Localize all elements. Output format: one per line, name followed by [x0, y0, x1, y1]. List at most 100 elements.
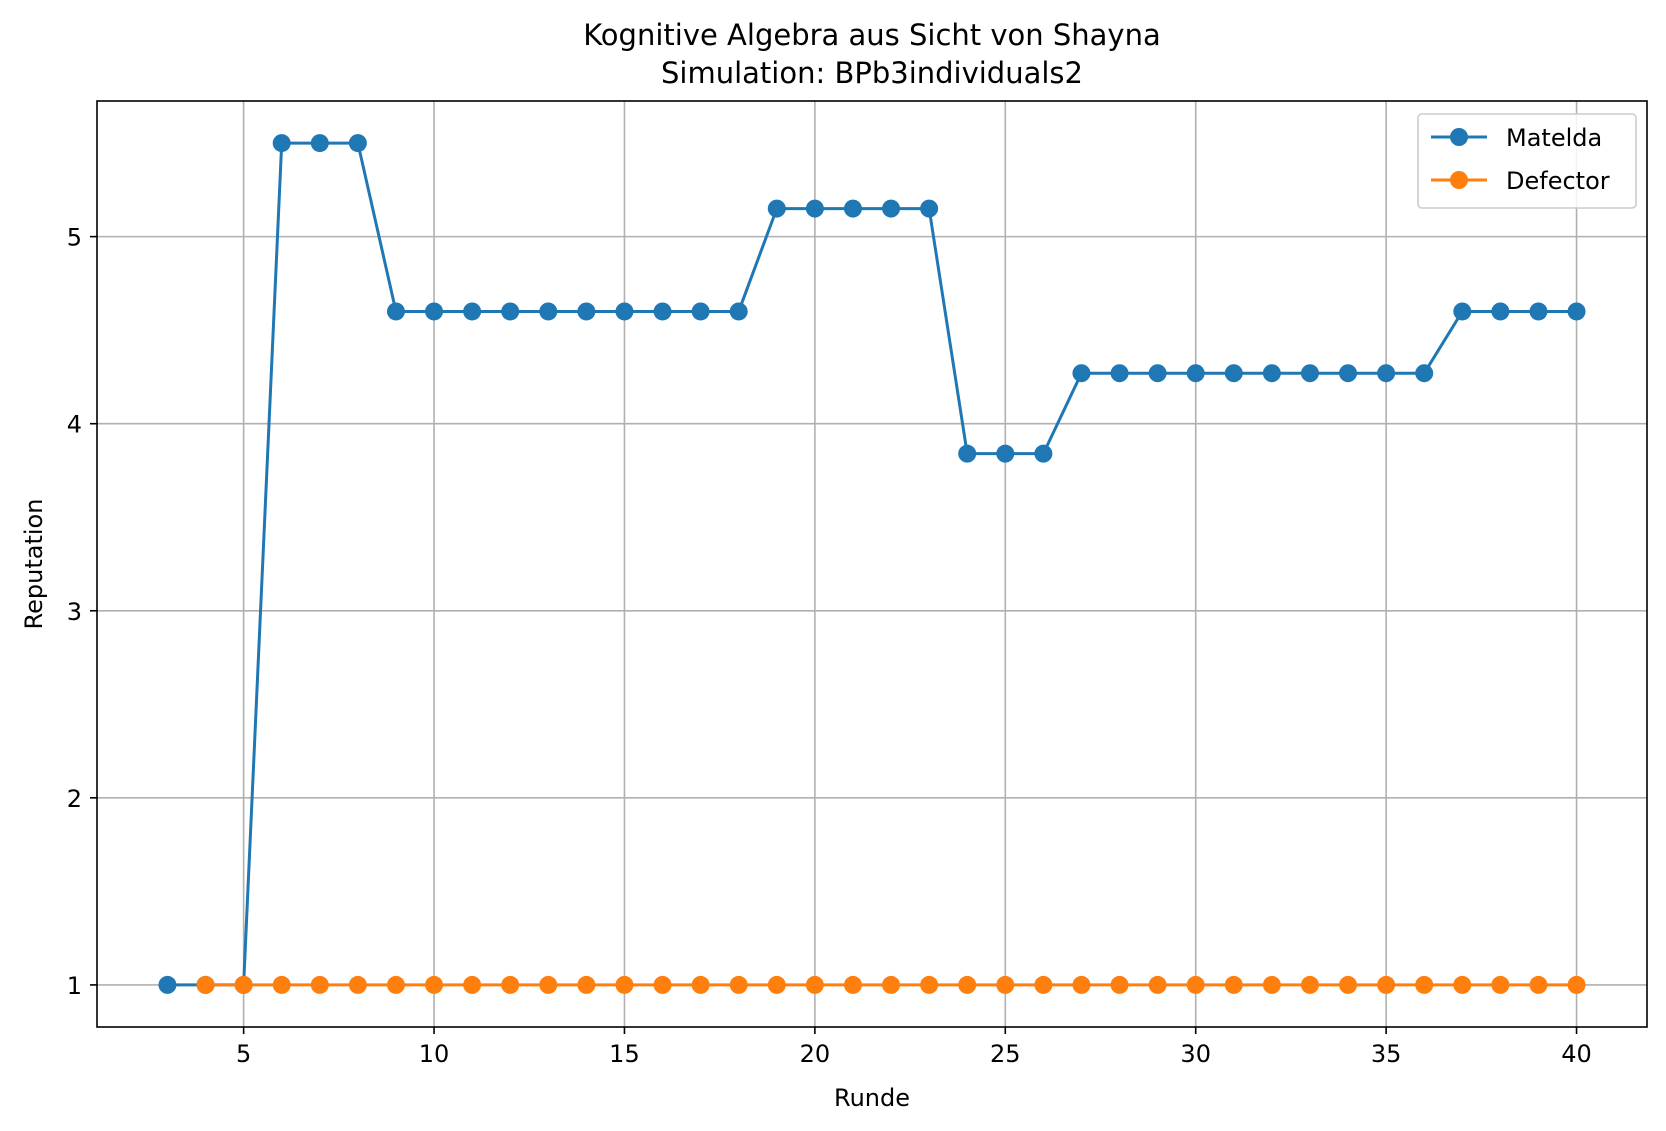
data-point-matelda	[577, 302, 596, 321]
data-point-defector	[425, 975, 444, 994]
data-point-matelda	[1034, 444, 1053, 463]
x-tick-label: 35	[1371, 1040, 1402, 1068]
y-axis-label: Reputation	[20, 499, 48, 630]
data-point-matelda	[501, 302, 520, 321]
data-point-defector	[1300, 975, 1319, 994]
data-point-matelda	[539, 302, 558, 321]
data-point-matelda	[1529, 302, 1548, 321]
data-point-matelda	[348, 134, 367, 153]
data-point-defector	[1262, 975, 1281, 994]
series-layer	[158, 134, 1586, 994]
data-point-matelda	[425, 302, 444, 321]
series-matelda	[158, 134, 1586, 994]
data-point-defector	[958, 975, 977, 994]
data-point-matelda	[615, 302, 634, 321]
data-point-matelda	[843, 199, 862, 218]
data-point-defector	[348, 975, 367, 994]
data-point-matelda	[882, 199, 901, 218]
data-point-defector	[1034, 975, 1053, 994]
data-point-defector	[1567, 975, 1586, 994]
data-point-defector	[272, 975, 291, 994]
plot-frame	[96, 100, 1648, 1028]
data-point-matelda	[158, 975, 177, 994]
data-point-matelda	[805, 199, 824, 218]
data-point-matelda	[1567, 302, 1586, 321]
data-point-defector	[1377, 975, 1396, 994]
y-tick-label: 3	[67, 598, 82, 626]
chart-subtitle: Simulation: BPb3individuals2	[661, 56, 1083, 90]
y-tick-label: 4	[67, 411, 82, 439]
data-point-defector	[1339, 975, 1358, 994]
data-point-defector	[653, 975, 672, 994]
y-tick-label: 5	[67, 224, 82, 252]
data-point-defector	[310, 975, 329, 994]
data-point-matelda	[1186, 364, 1205, 383]
data-point-matelda	[272, 134, 291, 153]
x-tick-label: 40	[1561, 1040, 1592, 1068]
data-point-matelda	[1148, 364, 1167, 383]
data-point-defector	[1415, 975, 1434, 994]
data-point-matelda	[996, 444, 1015, 463]
ticks: 5 10 15 20 25 30 35 40 1 2 3 4 5	[67, 224, 1592, 1068]
data-point-defector	[767, 975, 786, 994]
data-point-matelda	[1491, 302, 1510, 321]
data-point-matelda	[1453, 302, 1472, 321]
data-point-defector	[463, 975, 482, 994]
data-point-matelda	[1300, 364, 1319, 383]
data-point-defector	[1072, 975, 1091, 994]
data-point-matelda	[1224, 364, 1243, 383]
x-tick-label: 5	[236, 1040, 251, 1068]
data-point-defector	[1148, 975, 1167, 994]
data-point-defector	[386, 975, 405, 994]
legend-marker-dot	[1450, 128, 1468, 146]
data-point-defector	[1110, 975, 1129, 994]
data-point-defector	[843, 975, 862, 994]
data-point-defector	[577, 975, 596, 994]
data-point-defector	[691, 975, 710, 994]
x-tick-label: 10	[419, 1040, 450, 1068]
data-point-defector	[1491, 975, 1510, 994]
data-point-matelda	[1072, 364, 1091, 383]
data-point-matelda	[958, 444, 977, 463]
grid	[97, 101, 1647, 1027]
data-point-defector	[234, 975, 253, 994]
legend-marker-dot	[1450, 171, 1468, 189]
data-point-matelda	[1262, 364, 1281, 383]
data-point-defector	[539, 975, 558, 994]
chart-title: Kognitive Algebra aus Sicht von Shayna	[583, 18, 1161, 52]
data-point-defector	[196, 975, 215, 994]
x-tick-label: 30	[1180, 1040, 1211, 1068]
y-tick-label: 1	[67, 972, 82, 1000]
x-tick-label: 15	[609, 1040, 640, 1068]
data-point-matelda	[920, 199, 939, 218]
data-point-defector	[1529, 975, 1548, 994]
data-point-matelda	[1110, 364, 1129, 383]
data-point-defector	[882, 975, 901, 994]
y-tick-label: 2	[67, 785, 82, 813]
data-point-defector	[1224, 975, 1243, 994]
series-line-matelda	[167, 141, 1577, 987]
x-tick-label: 20	[800, 1040, 831, 1068]
legend: Matelda Defector	[1417, 113, 1637, 209]
x-axis-label: Runde	[834, 1084, 910, 1112]
data-point-defector	[805, 975, 824, 994]
data-point-defector	[1186, 975, 1205, 994]
data-point-matelda	[653, 302, 672, 321]
data-point-matelda	[310, 134, 329, 153]
data-point-defector	[920, 975, 939, 994]
data-point-matelda	[767, 199, 786, 218]
data-point-matelda	[386, 302, 405, 321]
series-defector	[196, 975, 1586, 994]
legend-label-matelda: Matelda	[1506, 124, 1602, 152]
data-point-defector	[615, 975, 634, 994]
data-point-defector	[996, 975, 1015, 994]
data-point-defector	[729, 975, 748, 994]
x-tick-label: 25	[990, 1040, 1021, 1068]
data-point-defector	[501, 975, 520, 994]
data-point-defector	[1453, 975, 1472, 994]
data-point-matelda	[1377, 364, 1396, 383]
data-point-matelda	[1339, 364, 1358, 383]
data-point-matelda	[729, 302, 748, 321]
data-point-matelda	[463, 302, 482, 321]
